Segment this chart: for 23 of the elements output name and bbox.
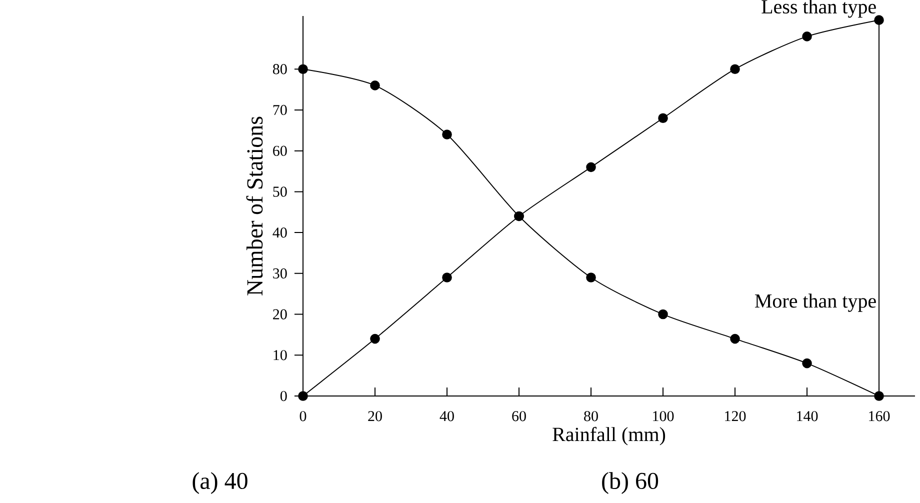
x-tick-label: 140: [797, 411, 818, 422]
y-tick-label: 40: [272, 227, 287, 238]
text: (a) 40: [192, 472, 248, 494]
y-tick-label: 10: [274, 350, 287, 360]
y-tick-label: 50: [273, 186, 287, 197]
y-tick-label: 60: [273, 146, 287, 156]
x-axis-title: Rainfall (mm): [552, 426, 666, 446]
y-tick-label: 30: [273, 268, 287, 278]
y-axis-title: Number of Stations: [246, 116, 263, 296]
text: (b) 60: [602, 472, 658, 494]
x-tick-label: 100: [653, 411, 674, 422]
y-tick-label: 70: [273, 104, 287, 116]
y-tick-label: 20: [273, 309, 287, 320]
x-tick-label: 60: [512, 411, 526, 422]
y-tick-label: 0: [280, 390, 287, 402]
x-tick-label: 160: [869, 411, 890, 422]
x-tick-label: 0: [300, 411, 306, 422]
x-tick-label: 120: [725, 411, 746, 422]
x-tick-label: 40: [440, 411, 454, 422]
x-tick-label: 80: [584, 411, 598, 422]
x-tick-label: 20: [368, 411, 382, 422]
series-label: More than type: [754, 294, 876, 312]
y-tick-label: 80: [272, 64, 287, 74]
